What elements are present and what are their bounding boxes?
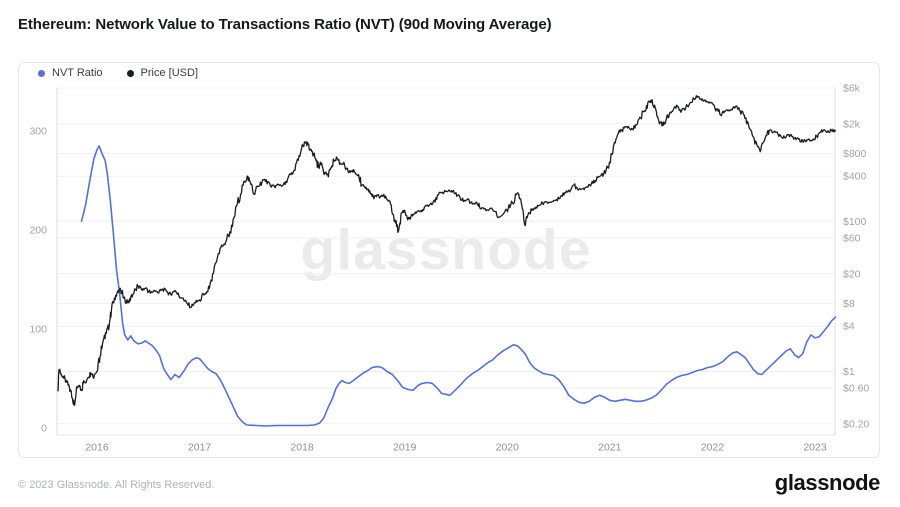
watermark-glassnode: glassnode <box>300 218 592 282</box>
legend-label-nvt-ratio: NVT Ratio <box>52 67 103 79</box>
legend: NVT Ratio Price [USD] <box>38 67 198 79</box>
copyright-text: © 2023 Glassnode. All Rights Reserved. <box>18 479 215 491</box>
glassnode-logo[interactable]: glassnode <box>774 470 881 495</box>
nvt-ratio-swatch-icon <box>38 69 45 77</box>
legend-item-price-usd[interactable]: Price [USD] <box>126 67 199 79</box>
price-usd-swatch-icon <box>126 69 134 77</box>
legend-label-price-usd: Price [USD] <box>140 67 199 79</box>
legend-item-nvt-ratio[interactable]: NVT Ratio <box>38 67 103 79</box>
page-title: Ethereum: Network Value to Transactions … <box>18 16 552 33</box>
